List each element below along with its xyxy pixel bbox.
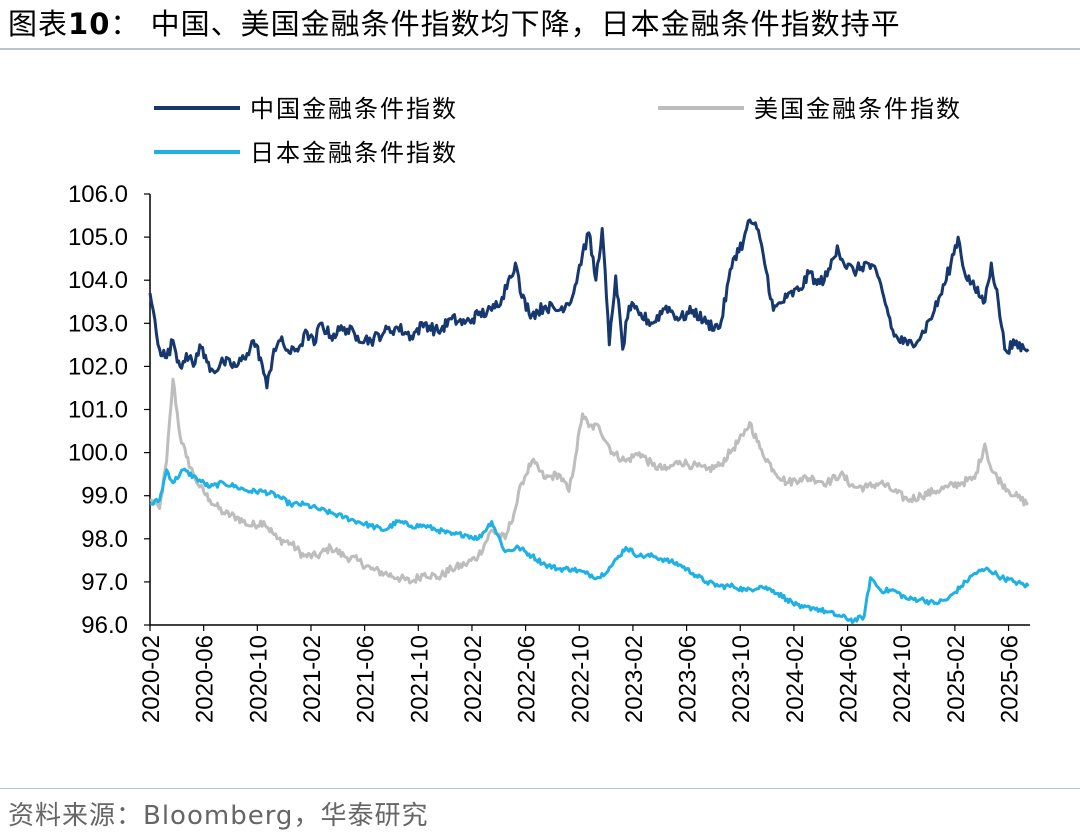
- x-tick-label: 2025-06: [997, 635, 1024, 723]
- legend-label-1: 美国金融条件指数: [754, 95, 962, 123]
- y-tick-label: 101.0: [68, 397, 128, 424]
- figure-title-colon: ：: [110, 7, 141, 41]
- source-divider: [0, 788, 1080, 789]
- x-tick-label: 2020-02: [138, 635, 165, 723]
- y-tick-label: 106.0: [68, 181, 128, 208]
- series-line-0: [148, 218, 1030, 390]
- series-layer: [148, 218, 1030, 625]
- y-tick-label: 104.0: [68, 267, 128, 294]
- y-tick-label: 100.0: [68, 440, 128, 467]
- x-tick-label: 2020-06: [192, 635, 219, 723]
- legend-label-0: 中国金融条件指数: [250, 95, 458, 123]
- figure-title: 图表10： 中国、美国金融条件指数均下降，日本金融条件指数持平: [8, 2, 901, 46]
- figure-number: 10: [68, 7, 111, 41]
- axes-layer: 96.0 97.0 98.0 99.0 100.0 101.0 102.0 103.0 104.…: [68, 181, 1030, 723]
- x-tick-label: 2024-06: [836, 635, 863, 723]
- x-tick-label: 2025-02: [943, 635, 970, 723]
- x-tick-label: 2021-10: [406, 635, 433, 723]
- series-line-1: [149, 377, 1029, 585]
- x-tick-label: 2023-02: [621, 635, 648, 723]
- y-tick-label: 96.0: [81, 612, 128, 639]
- x-tick-label: 2024-10: [889, 635, 916, 723]
- figure-title-text: 中国、美国金融条件指数均下降，日本金融条件指数持平: [150, 7, 901, 41]
- series-line-2: [149, 467, 1030, 625]
- source-note: 资料来源：Bloomberg，华泰研究: [8, 801, 429, 831]
- y-tick-label: 102.0: [68, 353, 128, 380]
- y-tick-label: 97.0: [81, 569, 128, 596]
- x-tick-label: 2024-02: [782, 635, 809, 723]
- x-tick-label: 2021-06: [353, 635, 380, 723]
- x-tick-label: 2023-06: [675, 635, 702, 723]
- title-divider: [0, 48, 1080, 50]
- x-tick-label: 2022-02: [460, 635, 487, 723]
- figure-title-prefix: 图表: [8, 7, 69, 41]
- y-tick-label: 98.0: [81, 526, 128, 553]
- x-tick-label: 2021-02: [299, 635, 326, 723]
- y-tick-label: 105.0: [68, 224, 128, 251]
- x-tick-label: 2020-10: [245, 635, 272, 723]
- legend-label-2: 日本金融条件指数: [250, 139, 458, 167]
- x-tick-label: 2023-10: [728, 635, 755, 723]
- x-tick-label: 2022-10: [567, 635, 594, 723]
- y-tick-label: 99.0: [81, 483, 128, 510]
- y-tick-label: 103.0: [68, 310, 128, 337]
- x-tick-label: 2022-06: [514, 635, 541, 723]
